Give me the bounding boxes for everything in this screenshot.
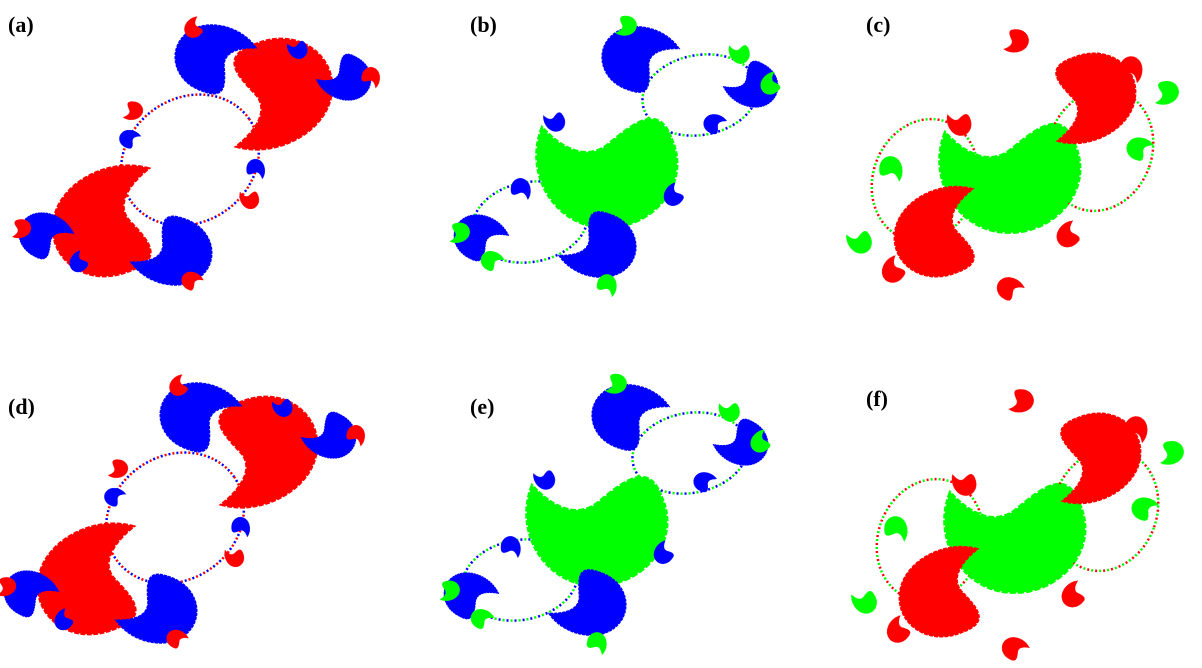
swirl <box>728 45 750 64</box>
swirl <box>1008 389 1034 413</box>
swirl <box>601 26 681 93</box>
swirl <box>1124 416 1148 444</box>
swirl <box>470 609 495 630</box>
swirl <box>1159 440 1184 465</box>
swirl <box>663 182 684 206</box>
dotted-loop <box>870 117 980 243</box>
fractal-panels <box>0 15 1184 661</box>
swirl <box>604 373 627 394</box>
swirl <box>851 591 877 614</box>
swirl <box>703 114 728 135</box>
dotted-loop <box>119 93 261 227</box>
dotted-loop <box>1045 87 1155 213</box>
swirl <box>449 222 470 243</box>
dotted-loop <box>875 477 985 603</box>
swirl <box>169 374 188 396</box>
swirl <box>287 40 308 59</box>
panel-label: (d) <box>8 394 35 419</box>
swirl <box>159 382 243 453</box>
swirl <box>938 122 1082 234</box>
swirl <box>951 474 977 496</box>
swirl <box>224 549 245 568</box>
swirl <box>11 219 32 239</box>
swirl <box>184 16 203 38</box>
swirl <box>181 271 204 291</box>
swirl <box>525 475 669 587</box>
swirl <box>996 277 1025 301</box>
swirl <box>943 482 1087 594</box>
swirl <box>879 156 903 182</box>
swirl <box>104 487 127 507</box>
swirl <box>246 158 266 180</box>
swirl <box>36 522 137 636</box>
swirl <box>129 215 213 286</box>
swirl <box>693 472 718 493</box>
swirl <box>718 403 740 422</box>
swirl <box>884 516 908 542</box>
swirl <box>750 429 771 453</box>
swirl <box>51 164 152 278</box>
swirl <box>1126 137 1155 161</box>
panel-label: (b) <box>470 12 497 37</box>
swirl <box>119 129 142 149</box>
swirl <box>69 250 89 273</box>
swirl <box>114 573 198 644</box>
swirl <box>946 114 972 136</box>
dotted-loop <box>104 451 246 585</box>
swirl <box>760 71 781 95</box>
swirl <box>54 608 74 631</box>
swirl <box>361 67 380 89</box>
swirl <box>315 53 372 101</box>
swirl <box>886 615 911 643</box>
swirl <box>614 15 637 36</box>
swirl <box>557 211 637 278</box>
swirl <box>346 425 365 447</box>
swirl <box>166 629 189 649</box>
swirl <box>893 185 975 278</box>
panel-label: (e) <box>470 394 494 419</box>
swirl <box>898 545 980 638</box>
swirl <box>1061 580 1085 608</box>
swirl <box>1119 56 1143 84</box>
swirl <box>1131 497 1160 521</box>
dotted-loop <box>1050 447 1160 573</box>
swirl <box>239 191 260 210</box>
swirl <box>591 384 671 451</box>
swirl <box>0 577 17 597</box>
panel-label: (a) <box>8 12 34 37</box>
swirl <box>881 255 906 283</box>
swirl <box>218 395 319 509</box>
swirl <box>547 569 627 636</box>
swirl <box>480 251 505 272</box>
swirl <box>107 459 129 479</box>
swirl <box>1001 637 1030 661</box>
swirl <box>533 470 556 490</box>
swirl <box>722 60 779 108</box>
swirl <box>122 101 144 121</box>
swirl <box>174 24 258 95</box>
swirl <box>500 536 521 559</box>
swirl <box>653 540 674 564</box>
swirl <box>535 117 679 229</box>
swirl <box>439 580 460 601</box>
swirl <box>846 231 872 254</box>
swirl <box>1003 29 1029 53</box>
swirl <box>596 274 617 298</box>
swirl <box>272 398 293 417</box>
panel-label: (f) <box>866 386 888 411</box>
swirl <box>1056 220 1080 248</box>
panel-label: (c) <box>866 12 890 37</box>
swirl <box>586 632 607 656</box>
swirl <box>233 37 334 151</box>
swirl <box>1154 80 1179 105</box>
swirl <box>231 516 251 538</box>
swirl <box>300 411 357 459</box>
swirl <box>543 112 566 132</box>
swirl <box>510 178 531 201</box>
swirl <box>712 418 769 466</box>
